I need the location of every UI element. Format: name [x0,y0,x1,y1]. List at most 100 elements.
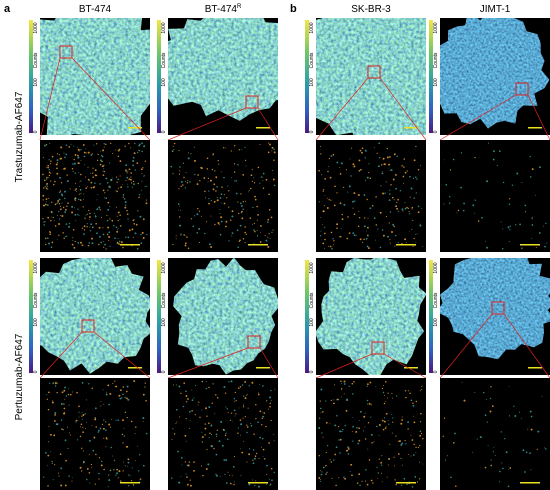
zoom-line [167,107,247,141]
localization [50,216,52,218]
colorbar-tick: 0 [161,130,167,133]
localization [322,242,325,245]
localization [126,397,128,400]
scale-bar [120,482,140,484]
localization [141,142,143,145]
localization [208,386,210,389]
localization [409,175,411,178]
localization [320,479,321,481]
localization [324,465,327,467]
localization [472,451,474,453]
localization [83,233,85,235]
localization [175,235,177,237]
localization [91,387,93,390]
localization [353,213,356,216]
localization [172,244,174,246]
localization [109,426,112,428]
cell [40,18,150,135]
localization [412,402,414,404]
localization [484,414,487,417]
localization [353,380,355,383]
localization [230,150,232,152]
localization [103,403,104,405]
localization [198,401,200,403]
localization [138,149,140,151]
localization [401,164,403,167]
localization [214,223,216,226]
localization [118,470,121,473]
localization [188,461,190,463]
localization [114,237,116,240]
localization [180,476,182,477]
localization [504,438,506,440]
localization [395,435,397,437]
localization [410,399,413,402]
localization [183,382,186,385]
localization [525,451,528,454]
localization [225,406,227,408]
localization [366,226,369,229]
localization [347,453,350,455]
localization [418,478,421,480]
localization [42,199,44,201]
localization [125,164,128,167]
localization [51,241,54,244]
localization [175,423,177,425]
localization [268,442,270,444]
localization [54,220,56,222]
localization [531,216,533,218]
zoom-panel [40,378,150,490]
localization [476,438,478,440]
localization [47,408,50,411]
localization [347,400,349,401]
localization [270,467,273,470]
colorbar [29,20,33,133]
localization [65,144,68,146]
localization [333,204,336,207]
localization [388,423,390,425]
localization [248,453,251,456]
localization [343,393,345,395]
localization [56,391,58,394]
localization [79,426,81,428]
localization [344,477,347,480]
localization [180,210,182,212]
localization [234,145,236,147]
localization [404,201,406,204]
localization [80,159,82,161]
localization [321,432,323,434]
localization [388,222,390,224]
localization [487,142,489,144]
localization [98,457,101,459]
localization [72,229,75,231]
localization [225,459,228,462]
localization [77,148,80,151]
localization [125,445,128,448]
localization [116,229,118,231]
localization [522,449,525,452]
localization [121,433,124,436]
localization [180,392,182,394]
localization [178,173,181,175]
localization [105,177,108,180]
localization [538,166,541,169]
localization [365,180,367,182]
localization [117,237,119,239]
localization [121,183,123,185]
localization [412,245,414,248]
localization [400,443,403,446]
localization [391,392,393,394]
localization [187,398,189,400]
localization [373,217,376,219]
localization [352,440,354,442]
localization [60,419,63,421]
localization [265,178,268,181]
localization [234,401,236,403]
localization [79,466,82,469]
localization [98,478,100,480]
localization [319,480,321,483]
localization [207,177,210,180]
zoom-line [259,347,279,379]
localization [45,178,48,180]
localization [105,446,107,448]
